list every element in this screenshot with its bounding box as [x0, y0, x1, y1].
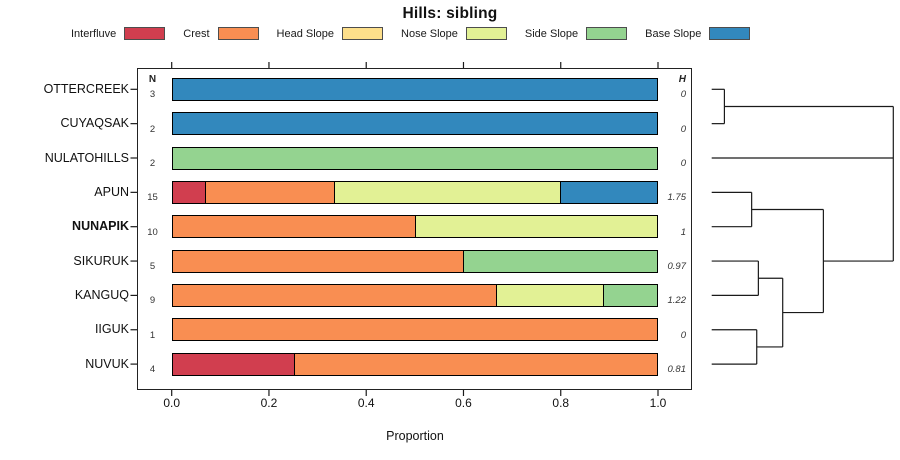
bar-segment-side-slope	[463, 250, 657, 272]
legend: Interfluve Crest Head Slope Nose Slope Side …	[71, 25, 751, 42]
legend-swatch	[465, 27, 507, 40]
legend-swatch	[217, 27, 259, 40]
bar-segment-crest	[172, 284, 496, 306]
row-label: NULATOHILLS	[44, 150, 129, 165]
n-value: 9	[149, 295, 156, 307]
h-value: 0	[680, 89, 686, 101]
n-value: 10	[147, 226, 158, 238]
legend-label: Side Slope	[524, 27, 579, 40]
bar-segment-crest	[172, 216, 415, 238]
n-column-header: N	[148, 74, 157, 85]
stacked-bar	[171, 352, 658, 376]
chart-title: Hills: sibling	[402, 5, 498, 22]
x-tick-label: 0.4	[357, 396, 375, 410]
legend-swatch	[586, 27, 628, 40]
legend-label: Base Slope	[645, 27, 702, 40]
plot-area	[137, 68, 692, 390]
x-tick-label: 0.2	[260, 396, 278, 410]
legend-swatch	[709, 27, 751, 40]
n-value: 5	[149, 261, 156, 273]
h-value: 0	[680, 123, 686, 135]
bar-segment-crest	[293, 353, 657, 375]
row-label: NUNAPIK	[72, 219, 129, 234]
bar-segment-crest	[204, 181, 335, 203]
legend-swatch	[124, 27, 166, 40]
stacked-bar	[171, 112, 658, 136]
h-value: 1	[680, 226, 686, 238]
n-value: 15	[147, 192, 158, 204]
legend-item: Head Slope	[277, 27, 384, 40]
bar-segment-nose-slope	[334, 181, 561, 203]
bar-segment-side-slope	[603, 284, 657, 306]
x-tick-label: 0.8	[552, 396, 570, 410]
bar-segment-interfluve	[172, 353, 294, 375]
n-value: 2	[149, 158, 156, 169]
row-label: OTTERCREEK	[43, 81, 129, 96]
n-value: 4	[149, 364, 156, 376]
bar-segment-crest	[172, 250, 464, 272]
h-value: 0.81	[667, 364, 687, 376]
stacked-bar	[171, 215, 658, 239]
n-value: 3	[149, 89, 156, 101]
legend-item: Base Slope	[645, 27, 751, 40]
stacked-bar	[171, 77, 658, 101]
legend-item: Interfluve	[71, 27, 166, 40]
legend-swatch	[342, 27, 384, 40]
bar-segment-side-slope	[172, 147, 657, 169]
legend-label: Interfluve	[71, 27, 117, 40]
stacked-bar	[171, 249, 658, 273]
bar-segment-base-slope	[560, 181, 657, 203]
legend-item: Side Slope	[524, 27, 628, 40]
legend-label: Nose Slope	[401, 27, 458, 40]
row-label: APUN	[94, 184, 129, 199]
row-label: NUVUK	[85, 356, 129, 371]
h-value: 1.22	[667, 295, 687, 307]
n-value: 2	[149, 123, 156, 135]
row-label: SIKURUK	[73, 253, 129, 268]
legend-item: Nose Slope	[401, 27, 507, 40]
bar-segment-base-slope	[172, 78, 657, 100]
bar-segment-interfluve	[172, 181, 205, 203]
x-axis-label: Proportion	[386, 429, 444, 443]
stacked-bar	[171, 318, 658, 342]
bar-segment-nose-slope	[414, 216, 657, 238]
stacked-bar	[171, 283, 658, 307]
legend-item: Crest	[183, 27, 259, 40]
bar-segment-base-slope	[172, 113, 657, 135]
x-tick-label: 0.0	[163, 396, 181, 410]
bar-segment-nose-slope	[495, 284, 604, 306]
legend-label: Head Slope	[276, 27, 335, 40]
x-tick-label: 1.0	[649, 396, 667, 410]
stacked-bar	[171, 146, 658, 170]
n-value: 1	[149, 329, 156, 341]
h-value: 0	[680, 158, 686, 169]
row-label: IIGUK	[94, 322, 129, 337]
bar-segment-crest	[172, 319, 657, 341]
row-label: KANGUQ	[74, 287, 129, 302]
x-tick-label: 0.6	[455, 396, 472, 410]
h-value: 0	[680, 329, 686, 341]
stacked-bar	[171, 180, 658, 204]
h-value: 1.75	[667, 192, 687, 204]
legend-label: Crest	[183, 27, 210, 40]
row-label: CUYAQSAK	[60, 116, 129, 131]
h-value: 0.97	[667, 261, 687, 273]
h-column-header: H	[678, 74, 686, 85]
